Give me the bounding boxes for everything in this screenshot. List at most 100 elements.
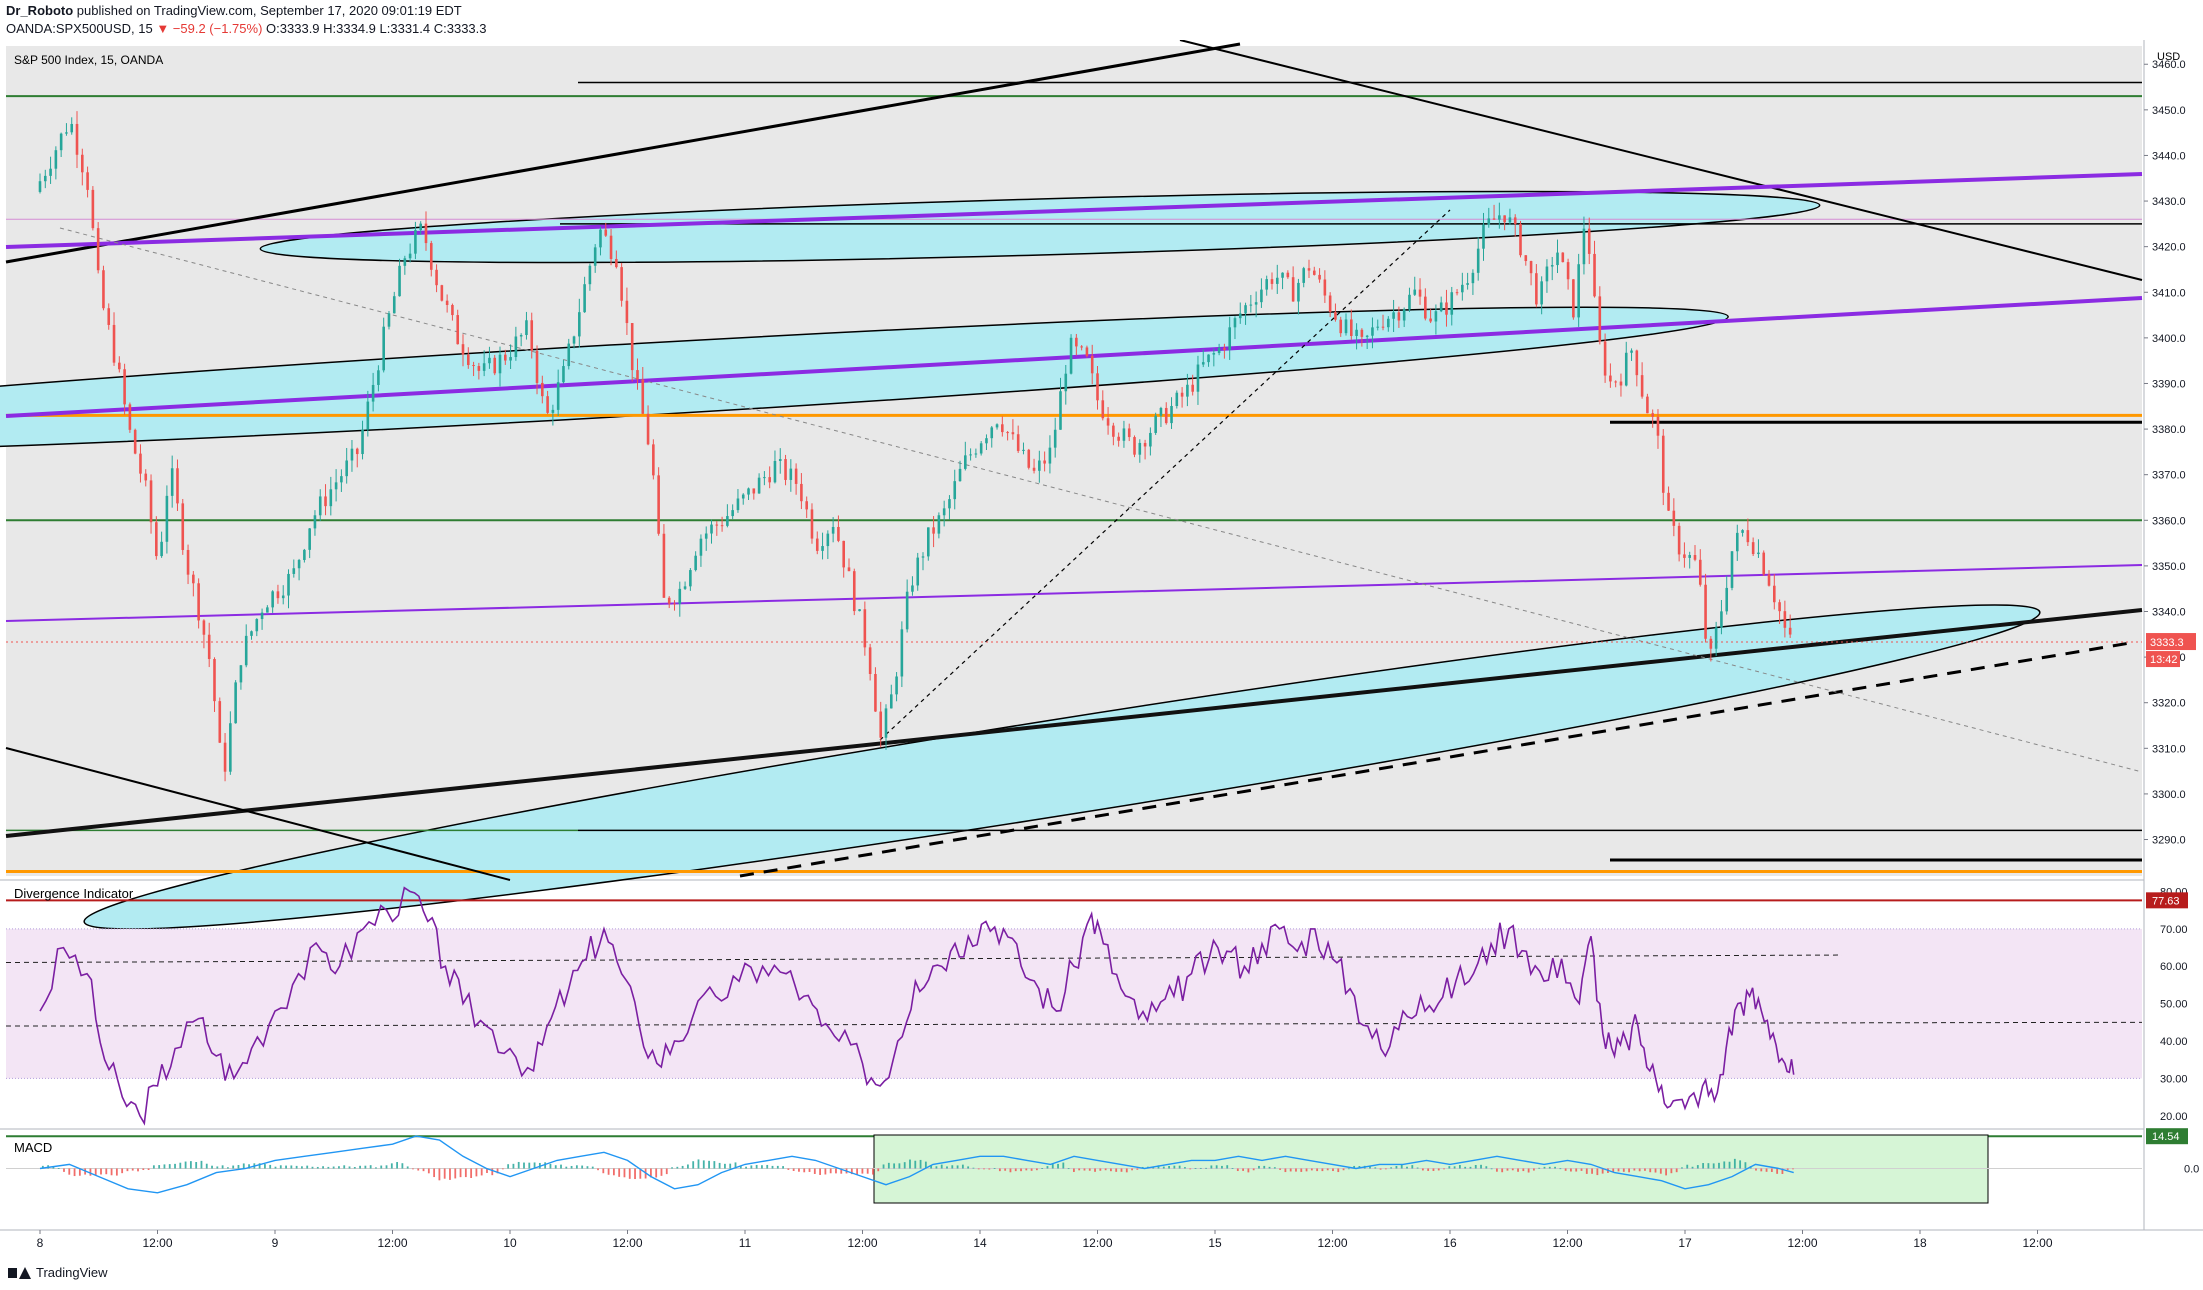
macd-histogram-bar (523, 1162, 525, 1169)
candle-body (86, 172, 89, 190)
candle-body (451, 304, 454, 316)
candle-body (964, 455, 967, 469)
candle-body (1429, 318, 1432, 322)
candle-body (1360, 329, 1364, 337)
time-tick-label: 16 (1443, 1236, 1457, 1250)
candle-body (1112, 425, 1115, 437)
candle-body (1387, 318, 1390, 328)
candle-body (345, 460, 348, 477)
candle-body (852, 571, 856, 612)
macd-histogram-bar (279, 1165, 282, 1169)
macd-histogram-bar (1464, 1166, 1467, 1169)
macd-histogram-bar (63, 1168, 65, 1172)
candle-body (1476, 248, 1480, 273)
candle-body (652, 444, 655, 476)
candle-body (498, 354, 502, 374)
candle-body (1059, 391, 1062, 430)
macd-histogram-bar (1051, 1163, 1054, 1169)
candle-body (1302, 268, 1306, 283)
candle-body (313, 515, 317, 529)
candle-body (1651, 413, 1654, 417)
time-tick-label: 12:00 (612, 1236, 642, 1250)
candle-body (1328, 295, 1332, 312)
macd-histogram-bar (565, 1166, 568, 1169)
candle-body (1730, 551, 1734, 588)
candle-body (969, 454, 972, 456)
candle-body (377, 370, 380, 385)
macd-histogram-bar (41, 1165, 44, 1169)
macd-histogram-bar (1289, 1168, 1292, 1172)
candle-body (1767, 574, 1771, 586)
macd-histogram-bar (861, 1168, 864, 1174)
price-change: ▼ −59.2 (−1.75%) (156, 21, 263, 36)
macd-histogram-bar (1030, 1168, 1033, 1171)
macd-histogram-bar (724, 1163, 726, 1169)
macd-histogram-bar (1548, 1166, 1551, 1169)
macd-histogram-bar (1458, 1165, 1461, 1169)
candle-body (482, 363, 486, 371)
candle-body (657, 475, 660, 534)
purple-upper-channel-line (5, 172, 2143, 249)
macd-histogram-bar (1596, 1168, 1599, 1176)
candle-body (789, 468, 793, 480)
candle-body (868, 647, 872, 674)
macd-histogram-bar (131, 1168, 134, 1171)
candle-body (292, 568, 296, 574)
price-tick-label: 3390.0 (2152, 378, 2186, 390)
macd-histogram-bar (1755, 1168, 1757, 1171)
macd-histogram-bar (1041, 1168, 1044, 1169)
macd-histogram-bar (967, 1166, 970, 1169)
upper-falling-trendline (1179, 40, 2143, 281)
candle-body (1783, 611, 1787, 628)
macd-histogram-bar (1712, 1163, 1715, 1169)
macd-histogram-bar (163, 1164, 166, 1169)
candle-body (1339, 319, 1343, 334)
candle-body (953, 481, 957, 500)
lower-falling-trendline (5, 747, 511, 881)
candle-body (472, 365, 475, 367)
candle-body (170, 468, 174, 496)
macd-histogram-bar (1718, 1162, 1720, 1169)
time-tick-label: 8 (37, 1236, 44, 1250)
candle-body (694, 555, 697, 571)
candle-body (1275, 277, 1279, 284)
macd-histogram-bar (1305, 1168, 1308, 1172)
purple-lower-channel-line (5, 564, 2143, 622)
candle-body (303, 549, 306, 560)
candle-body (900, 629, 904, 677)
macd-histogram-bar (517, 1161, 520, 1169)
candle-body (1207, 354, 1210, 363)
macd-histogram-bar (575, 1165, 578, 1169)
price-tick-label: 3460.0 (2152, 59, 2186, 71)
candle-body (1323, 279, 1327, 296)
macd-histogram-bar (258, 1163, 261, 1169)
macd-histogram-bar (1400, 1164, 1403, 1169)
macd-histogram-bar (121, 1168, 124, 1174)
candle-body (1540, 281, 1543, 305)
macd-histogram-bar (1300, 1168, 1303, 1172)
candle-body (583, 284, 586, 313)
macd-histogram-bar (1654, 1168, 1657, 1173)
candle-body (889, 694, 893, 709)
candle-body (1524, 255, 1528, 262)
candle-body (334, 482, 338, 490)
main-rising-trendline (5, 608, 2143, 838)
macd-histogram-bar (1020, 1168, 1022, 1172)
candle-body (1127, 428, 1131, 438)
macd-histogram-bar (189, 1161, 192, 1169)
author-name[interactable]: Dr_Roboto (6, 3, 74, 18)
macd-histogram-bar (200, 1160, 203, 1169)
candle-body (1106, 418, 1110, 426)
candle-body (768, 477, 771, 483)
candle-body (699, 538, 703, 556)
upper-rising-trendline (5, 42, 1241, 264)
candle-body (905, 591, 909, 630)
macd-histogram-bar (89, 1168, 92, 1176)
macd-histogram-bar (1258, 1165, 1260, 1169)
candle-body (429, 243, 433, 270)
chart-canvas[interactable]: 3290.03300.03310.03320.03330.03340.03350… (0, 40, 2203, 1262)
macd-histogram-bar (1506, 1168, 1509, 1171)
macd-histogram-bar (301, 1166, 303, 1169)
macd-histogram-bar (544, 1162, 547, 1169)
candle-body (207, 634, 211, 660)
